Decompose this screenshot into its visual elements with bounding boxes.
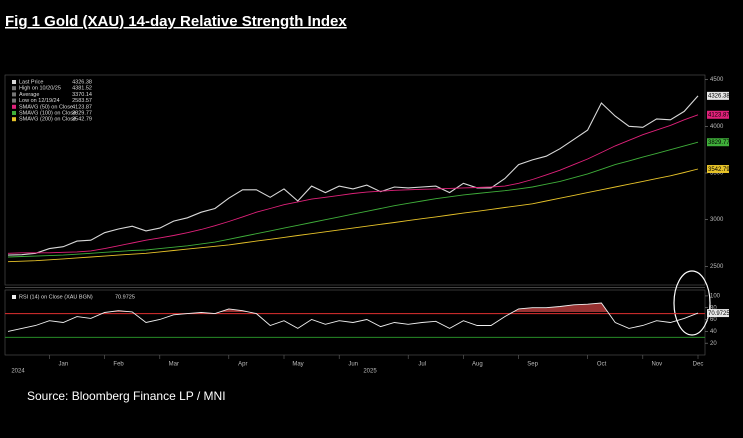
y-tick-label: 4000 (710, 124, 724, 130)
value-box-label: 4123.87 (708, 113, 730, 119)
series-line (7, 95, 699, 256)
x-tick-label: Nov (651, 362, 662, 368)
legend-swatch (12, 92, 16, 97)
value-box (707, 309, 729, 318)
legend-swatch (12, 111, 16, 115)
x-tick-label: Jul (418, 362, 426, 368)
legend-label: RSI (14) on Close (XAU BGN) (19, 294, 93, 300)
value-box-label: 4326.38 (708, 94, 730, 100)
value-box-label: 70.9725 (708, 311, 730, 317)
legend-value: 4326.38 (72, 79, 92, 85)
y-tick-label: 100 (710, 293, 721, 299)
legend-value: 3370.14 (72, 92, 92, 98)
y-tick-label: 2500 (710, 264, 724, 270)
x-tick-label: Apr (238, 362, 247, 368)
legend-label: SMAVG (200) on Close (19, 117, 76, 123)
x-tick-label: Oct (597, 362, 607, 368)
legend-value: 4123.87 (72, 104, 92, 110)
x-tick-label: Dec (693, 362, 704, 368)
legend-swatch (12, 80, 16, 84)
chart-title: Fig 1 Gold (XAU) 14-day Relative Strengt… (5, 13, 347, 30)
value-box (707, 165, 729, 174)
price-panel (4, 74, 706, 286)
y-tick-label: 80 (710, 305, 717, 311)
x-year-label: 2025 (363, 369, 377, 375)
y-tick-label: 3500 (710, 171, 724, 177)
source: Source: Bloomberg Finance LP / MNI (27, 389, 226, 403)
legend-label: Last Price (19, 79, 43, 85)
legend-value: 2583.57 (72, 98, 92, 104)
x-tick-label: Aug (472, 362, 483, 368)
legend-label: High on 10/20/25 (19, 86, 61, 92)
legend-label: SMAVG (100) on Close (19, 110, 76, 116)
value-box-label: 3542.79 (708, 167, 730, 173)
legend-value: 3829.77 (72, 110, 92, 116)
value-box (707, 138, 729, 147)
y-tick-label: 60 (710, 317, 717, 323)
value-box (707, 110, 729, 119)
series-line (7, 114, 699, 254)
legend-swatch (12, 104, 16, 109)
series-line (7, 168, 699, 263)
legend-label: Low on 12/19/24 (19, 98, 60, 104)
value-box-label: 3829.77 (708, 140, 730, 146)
legend-label: SMAVG (50) on Close (19, 104, 73, 110)
series-line (7, 302, 699, 332)
x-tick-label: Mar (169, 362, 179, 368)
value-box (707, 91, 729, 100)
x-tick-label: Sep (527, 362, 538, 368)
x-tick-label: May (292, 362, 303, 368)
y-tick-label: 3000 (710, 217, 724, 223)
y-tick-label: 40 (710, 329, 717, 335)
legend-value: 3542.79 (72, 117, 92, 123)
highlight-circle (673, 270, 711, 336)
legend-swatch (12, 98, 16, 103)
series-line (7, 141, 699, 258)
legend-value: 70.9725 (115, 294, 135, 300)
y-tick-label: 20 (710, 341, 717, 347)
legend-swatch (12, 86, 16, 91)
x-year-label: 2024 (11, 369, 25, 375)
legend-label: Average (19, 92, 39, 98)
x-tick-label: Feb (113, 362, 124, 368)
y-tick-label: 4500 (710, 77, 724, 83)
x-tick-label: Jun (348, 362, 358, 368)
legend-swatch (12, 117, 16, 122)
legend-value: 4381.52 (72, 86, 92, 92)
x-tick-label: Jan (59, 362, 69, 368)
legend-swatch (12, 295, 16, 299)
